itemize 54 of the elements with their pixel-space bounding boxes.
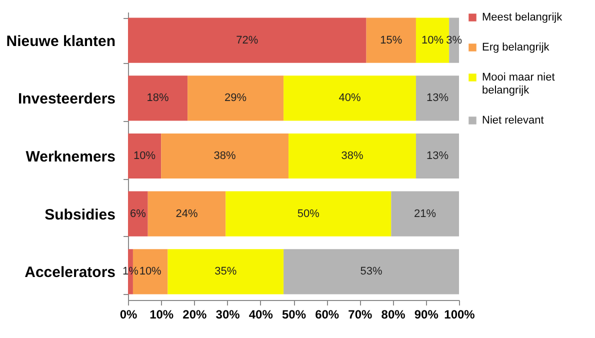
- y-tick-label: Nieuwe klanten: [6, 32, 116, 50]
- x-tick-label: 60%: [315, 308, 340, 322]
- data-label: 53%: [360, 266, 383, 278]
- bar: [416, 76, 459, 121]
- data-label: 38%: [214, 150, 236, 162]
- data-label: 10%: [139, 266, 162, 278]
- data-label: 29%: [224, 92, 247, 104]
- bar: [226, 191, 392, 236]
- legend-label: Meest belangrijk: [482, 12, 563, 24]
- bar: [284, 249, 459, 294]
- x-tick-label: 50%: [282, 308, 306, 322]
- x-tick-label: 80%: [381, 308, 406, 322]
- data-label: 13%: [426, 92, 449, 104]
- x-tick-label: 70%: [348, 308, 373, 322]
- y-tick-label: Werknemers: [26, 148, 116, 166]
- x-tick-label: 30%: [216, 308, 240, 322]
- x-tick-label: 10%: [150, 308, 174, 322]
- bar: [148, 191, 226, 236]
- bar: [288, 133, 416, 179]
- data-label: 10%: [134, 150, 156, 162]
- y-tick-label: Investeerders: [18, 90, 116, 108]
- data-label: 10%: [422, 34, 444, 46]
- x-tick-label: 0%: [120, 308, 138, 322]
- x-tick-label: 90%: [414, 308, 439, 322]
- data-label: 50%: [297, 208, 320, 220]
- y-tick-label: Accelerators: [24, 264, 116, 282]
- data-label: 35%: [214, 266, 237, 278]
- bar: [128, 133, 162, 179]
- bar: [416, 133, 459, 179]
- x-tick-label: 100%: [444, 308, 476, 322]
- bar: [128, 191, 148, 236]
- legend-label: Niet relevant: [482, 114, 544, 126]
- y-tick-label: Subsidies: [44, 206, 116, 224]
- data-label: 6%: [130, 208, 146, 220]
- x-tick-label: 20%: [182, 308, 208, 322]
- data-label: 18%: [146, 92, 170, 104]
- bar: [128, 18, 366, 63]
- data-label: 21%: [414, 208, 436, 220]
- bar: [284, 76, 416, 121]
- data-label: 15%: [380, 34, 402, 46]
- bar: [188, 76, 284, 121]
- legend-label: Erg belangrijk: [482, 42, 550, 54]
- bar: [161, 133, 289, 179]
- bar: [366, 18, 416, 63]
- data-label: 38%: [341, 150, 364, 162]
- data-label: 40%: [338, 92, 361, 104]
- bar: [168, 249, 284, 294]
- data-label: 24%: [176, 208, 198, 220]
- legend-label: Mooi maar niet belangrijk: [482, 72, 555, 96]
- bar: [391, 191, 459, 236]
- x-tick-label: 40%: [248, 308, 274, 322]
- data-label: 13%: [426, 150, 449, 162]
- bar: [128, 76, 188, 121]
- data-label: 72%: [236, 34, 258, 46]
